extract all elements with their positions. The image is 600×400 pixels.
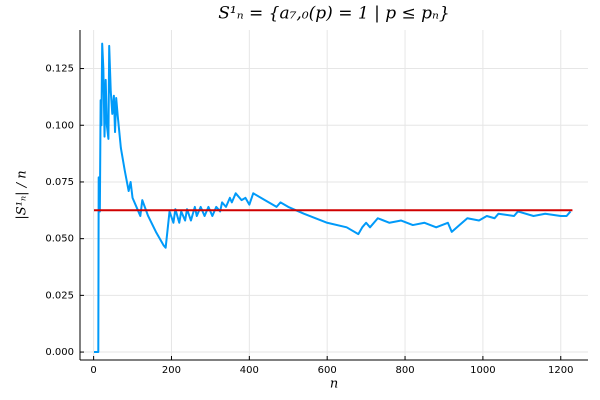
- x-tick-label: 400: [240, 365, 259, 376]
- y-axis-label: |S¹ₙ| / n: [15, 170, 30, 219]
- x-axis-label: n: [330, 377, 338, 392]
- y-tick-label: 0.075: [45, 177, 74, 188]
- y-tick-label: 0.050: [45, 234, 74, 245]
- x-tick-label: 0: [90, 365, 96, 376]
- chart-title: S¹ₙ = {a₇,₀(p) = 1 | p ≤ pₙ}: [218, 4, 449, 24]
- y-tick-label: 0.025: [45, 290, 74, 301]
- x-tick-label: 1200: [548, 365, 573, 376]
- x-tick-label: 200: [162, 365, 181, 376]
- x-tick-label: 800: [395, 365, 414, 376]
- x-tick-label: 600: [318, 365, 337, 376]
- y-tick-label: 0.100: [45, 120, 74, 131]
- y-tick-label: 0.000: [45, 347, 74, 358]
- x-tick-label: 1000: [470, 365, 495, 376]
- data-line: [94, 42, 572, 354]
- y-tick-label: 0.125: [45, 64, 74, 75]
